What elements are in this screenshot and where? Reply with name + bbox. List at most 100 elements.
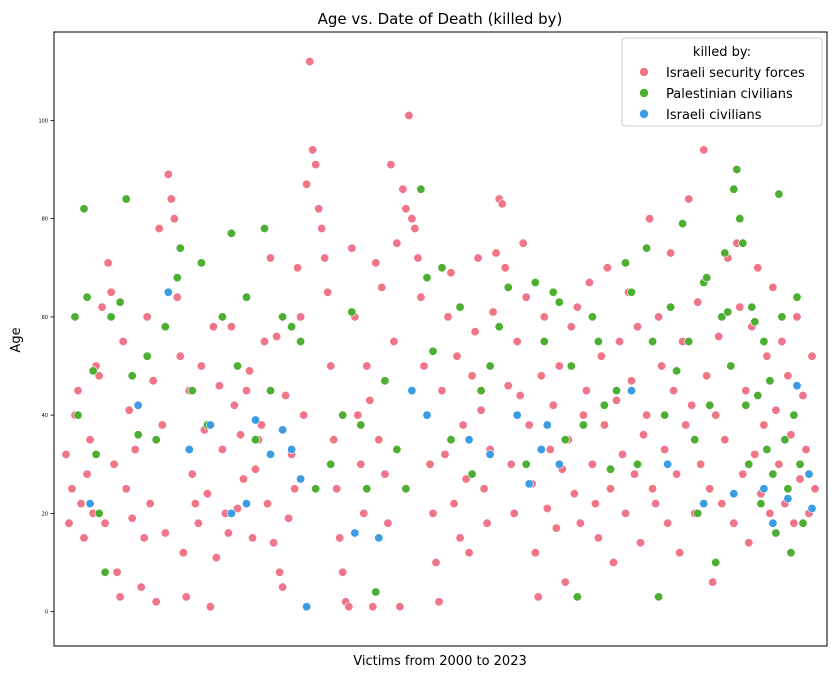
point-israeli-security-forces <box>205 602 215 612</box>
point-israeli-security-forces <box>560 577 570 587</box>
point-palestinian-civilians <box>611 386 621 396</box>
legend-marker-israeli-civilians <box>639 109 649 119</box>
point-israeli-security-forces <box>717 499 727 509</box>
point-palestinian-civilians <box>684 336 694 346</box>
point-israeli-security-forces <box>789 518 799 528</box>
point-palestinian-civilians <box>73 410 83 420</box>
point-palestinian-civilians <box>642 243 652 253</box>
point-israeli-security-forces <box>795 474 805 484</box>
point-israeli-security-forces <box>645 214 655 224</box>
point-palestinian-civilians <box>771 528 781 538</box>
point-israeli-security-forces <box>299 410 309 420</box>
point-israeli-security-forces <box>663 518 673 528</box>
point-palestinian-civilians <box>422 273 432 283</box>
point-israeli-security-forces <box>208 322 218 332</box>
point-palestinian-civilians <box>666 302 676 312</box>
point-israeli-security-forces <box>666 248 676 258</box>
point-israeli-security-forces <box>410 224 420 234</box>
point-israeli-security-forces <box>626 376 636 386</box>
point-israeli-security-forces <box>669 386 679 396</box>
point-israeli-security-forces <box>365 395 375 405</box>
point-israeli-security-forces <box>100 518 110 528</box>
point-israeli-security-forces <box>530 548 540 558</box>
point-israeli-security-forces <box>660 444 670 454</box>
point-israeli-security-forces <box>783 371 793 381</box>
point-israeli-security-forces <box>178 548 188 558</box>
point-israeli-security-forces <box>272 331 282 341</box>
point-israeli-security-forces <box>440 449 450 459</box>
point-israeli-security-forces <box>599 420 609 430</box>
point-israeli-security-forces <box>476 405 486 415</box>
point-israeli-security-forces <box>777 336 787 346</box>
point-israeli-security-forces <box>696 459 706 469</box>
point-israeli-security-forces <box>455 533 465 543</box>
point-palestinian-civilians <box>539 336 549 346</box>
point-israeli-security-forces <box>214 381 224 391</box>
point-palestinian-civilians <box>735 214 745 224</box>
point-israeli-civilians <box>807 503 817 513</box>
point-israeli-security-forces <box>584 277 594 287</box>
point-israeli-security-forces <box>181 592 191 602</box>
point-israeli-security-forces <box>368 602 378 612</box>
point-israeli-civilians <box>296 474 306 484</box>
legend-label-palestinian-civilians: Palestinian civilians <box>666 87 793 102</box>
point-israeli-security-forces <box>578 410 588 420</box>
point-israeli-security-forces <box>371 258 381 268</box>
point-israeli-civilians <box>626 386 636 396</box>
point-palestinian-civilians <box>91 449 101 459</box>
point-israeli-security-forces <box>242 386 252 396</box>
point-israeli-security-forces <box>202 489 212 499</box>
point-israeli-security-forces <box>67 484 77 494</box>
point-palestinian-civilians <box>780 435 790 445</box>
scatter-points <box>61 56 820 612</box>
point-palestinian-civilians <box>738 238 748 248</box>
legend: killed by: Israeli security forces Pales… <box>621 37 823 127</box>
point-palestinian-civilians <box>566 361 576 371</box>
point-israeli-civilians <box>205 420 215 430</box>
point-israeli-security-forces <box>172 292 182 302</box>
point-israeli-security-forces <box>275 567 285 577</box>
point-israeli-security-forces <box>362 361 372 371</box>
point-palestinian-civilians <box>626 287 636 297</box>
point-israeli-security-forces <box>705 484 715 494</box>
point-israeli-security-forces <box>593 533 603 543</box>
point-palestinian-civilians <box>765 376 775 386</box>
point-israeli-security-forces <box>512 336 522 346</box>
point-palestinian-civilians <box>620 258 630 268</box>
point-israeli-security-forces <box>602 263 612 273</box>
point-palestinian-civilians <box>572 592 582 602</box>
point-israeli-security-forces <box>425 459 435 469</box>
point-israeli-security-forces <box>708 577 718 587</box>
point-israeli-security-forces <box>82 469 92 479</box>
point-palestinian-civilians <box>747 302 757 312</box>
point-israeli-security-forces <box>290 484 300 494</box>
point-palestinian-civilians <box>476 386 486 396</box>
point-israeli-security-forces <box>654 312 664 322</box>
point-israeli-security-forces <box>124 405 134 415</box>
point-palestinian-civilians <box>371 587 381 597</box>
point-israeli-security-forces <box>139 533 149 543</box>
point-israeli-security-forces <box>738 469 748 479</box>
point-palestinian-civilians <box>446 435 456 445</box>
point-israeli-security-forces <box>269 538 279 548</box>
point-palestinian-civilians <box>792 292 802 302</box>
point-israeli-security-forces <box>434 597 444 607</box>
point-israeli-security-forces <box>196 361 206 371</box>
point-israeli-security-forces <box>693 297 703 307</box>
point-israeli-security-forces <box>398 184 408 194</box>
point-palestinian-civilians <box>593 336 603 346</box>
point-palestinian-civilians <box>115 297 125 307</box>
point-israeli-security-forces <box>491 248 501 258</box>
point-israeli-security-forces <box>575 518 585 528</box>
point-israeli-security-forces <box>632 322 642 332</box>
point-israeli-security-forces <box>798 390 808 400</box>
point-israeli-civilians <box>485 449 495 459</box>
point-israeli-security-forces <box>714 331 724 341</box>
legend-marker-security-forces <box>639 67 649 77</box>
point-israeli-security-forces <box>347 243 357 253</box>
point-palestinian-civilians <box>753 390 763 400</box>
point-israeli-security-forces <box>446 268 456 278</box>
point-israeli-civilians <box>85 499 95 509</box>
point-israeli-security-forces <box>335 533 345 543</box>
